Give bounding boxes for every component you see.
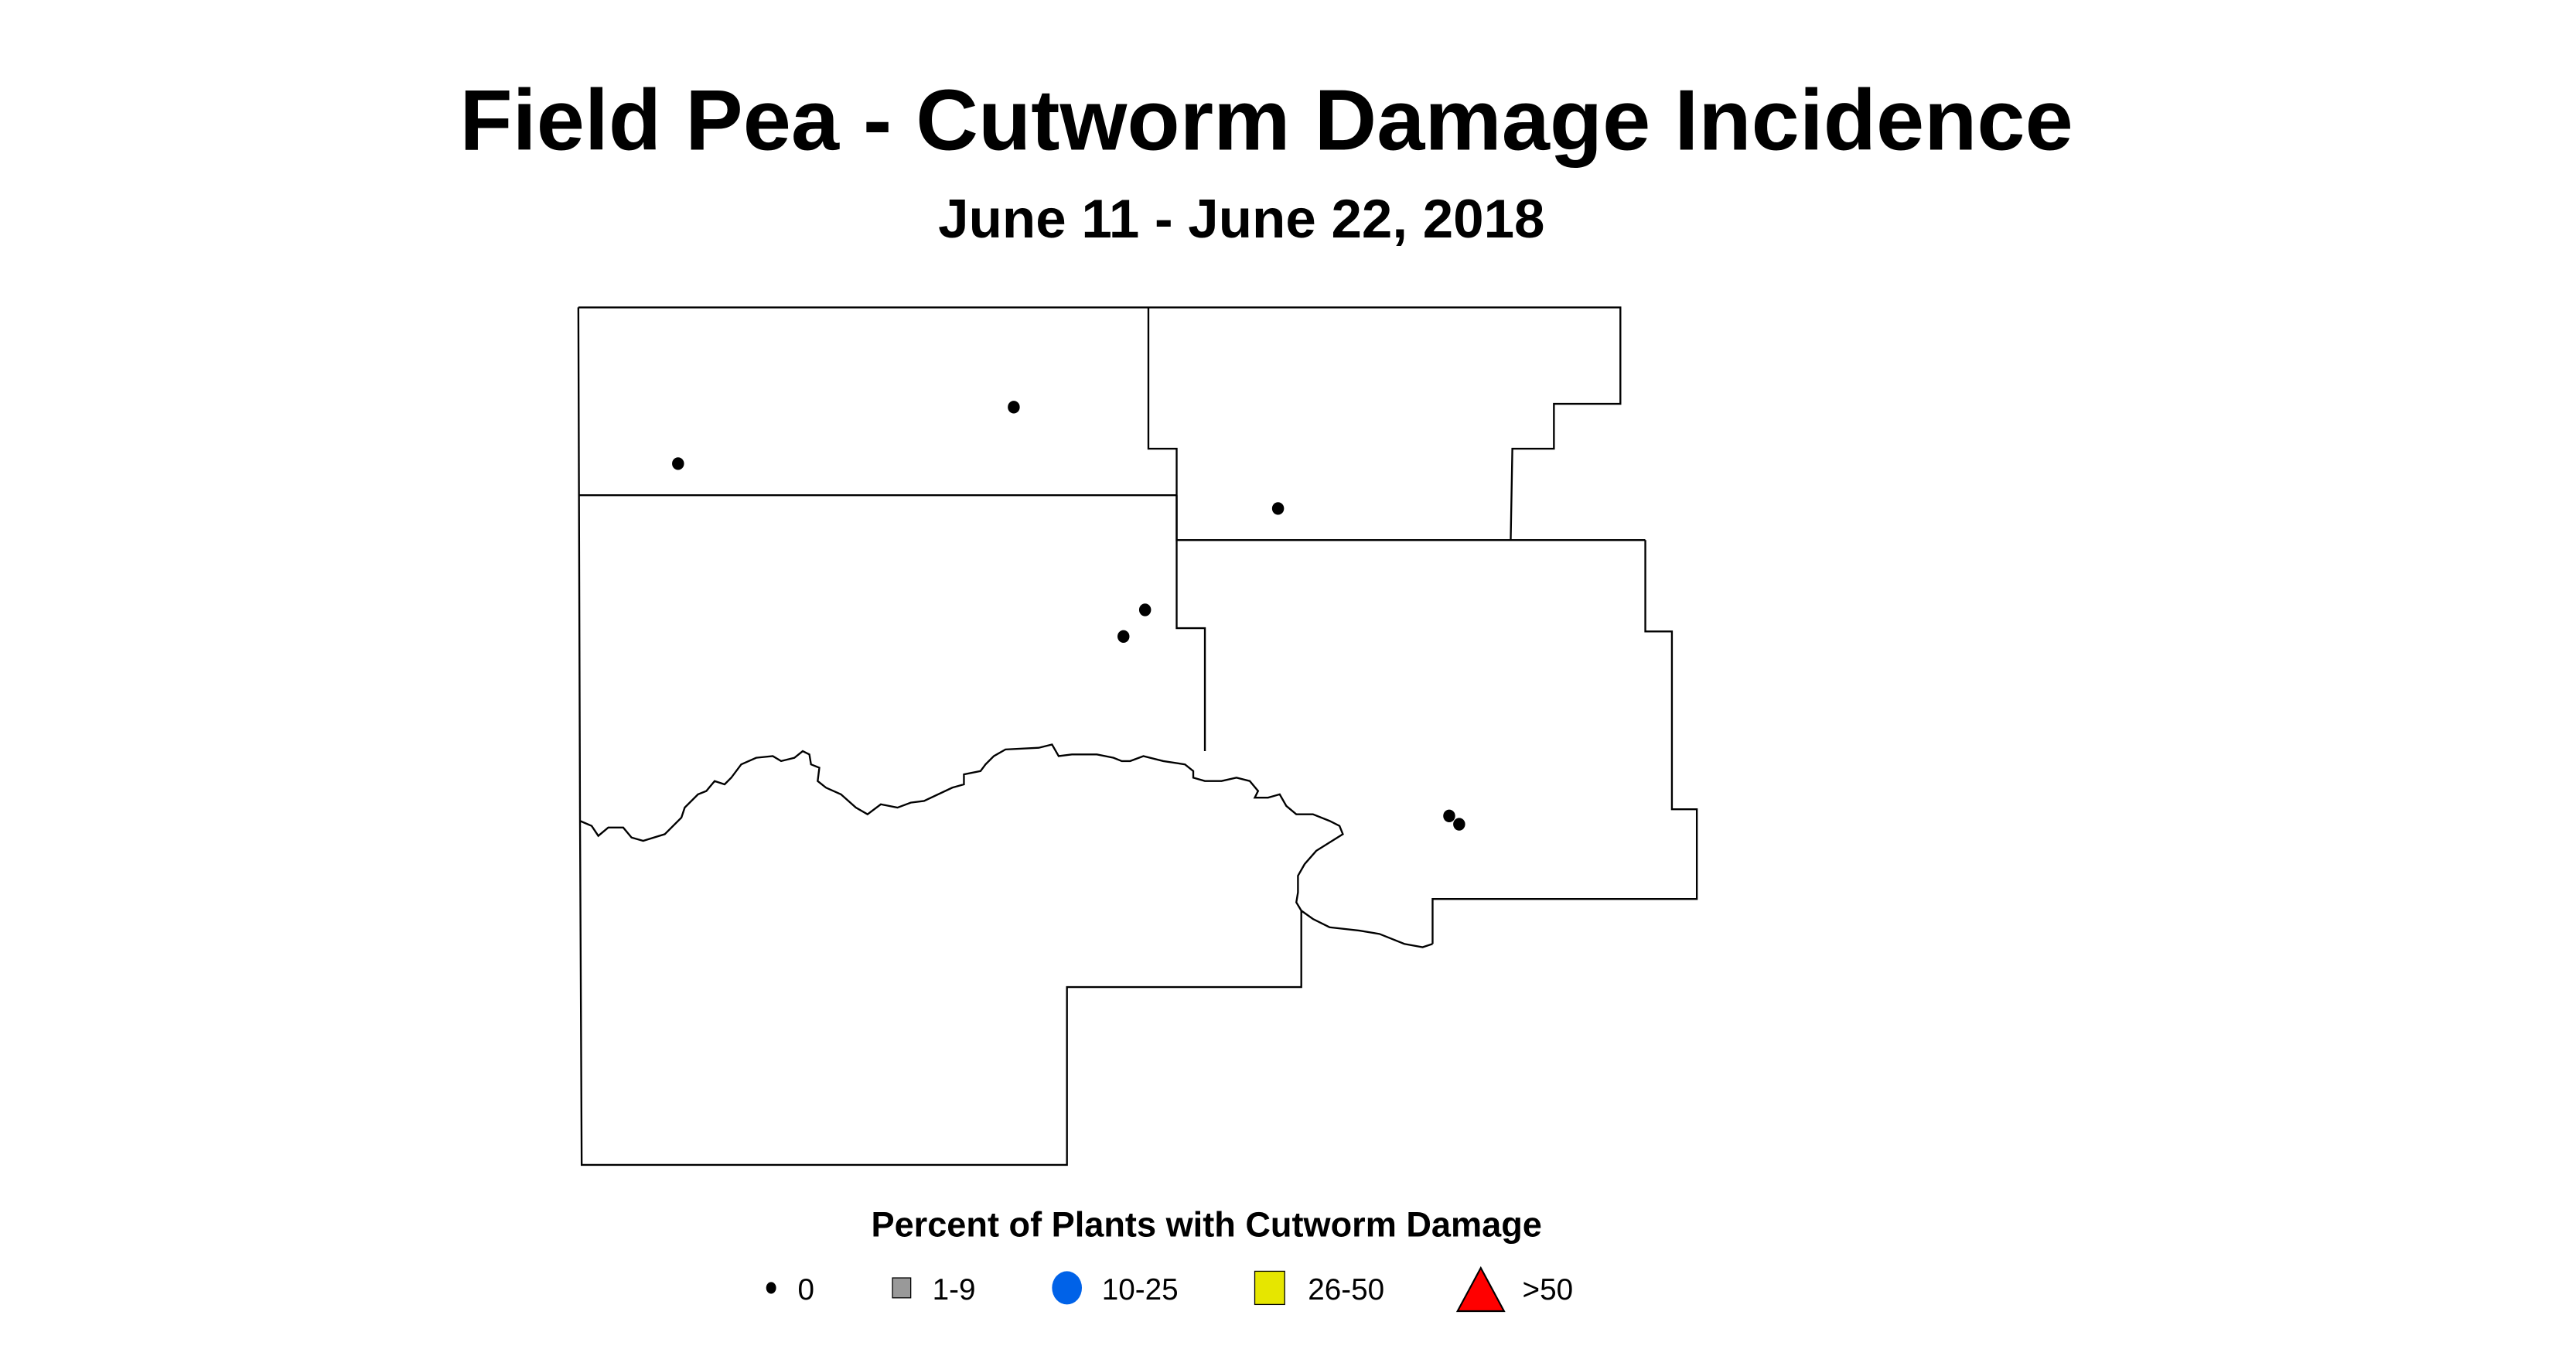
county-northwest [577,306,1302,1166]
legend-symbol-gray-square [892,1277,912,1299]
legend-title: Percent of Plants with Cutworm Damage [871,1204,1541,1244]
site-point [1453,818,1465,831]
legend-symbol-dot [766,1282,776,1294]
legend-label: 26-50 [1308,1273,1384,1306]
river [579,743,1433,948]
legend: Percent of Plants with Cutworm Damage 0 … [766,1204,1574,1313]
map-subtitle: June 11 - June 22, 2018 [938,189,1544,250]
county-boundaries [577,306,1698,1166]
site-point [1138,603,1152,617]
legend-label: 1-9 [933,1273,976,1306]
legend-label: 0 [798,1273,815,1306]
legend-symbol-blue-circle [1052,1271,1083,1305]
legend-label: >50 [1523,1273,1574,1306]
survey-sites [672,401,1465,831]
map-title: Field Pea - Cutworm Damage Incidence [459,71,2073,168]
county-central [1175,495,1206,752]
legend-symbol-yellow-square [1254,1270,1285,1306]
county-east [1431,540,1698,944]
county-northeast [1147,306,1646,541]
legend-label: 10-25 [1102,1273,1179,1306]
site-point [1117,630,1130,643]
site-point [1443,809,1455,822]
site-point [1271,502,1285,515]
legend-symbol-red-triangle [1455,1265,1506,1313]
site-point [672,457,684,470]
site-point [1008,401,1020,414]
